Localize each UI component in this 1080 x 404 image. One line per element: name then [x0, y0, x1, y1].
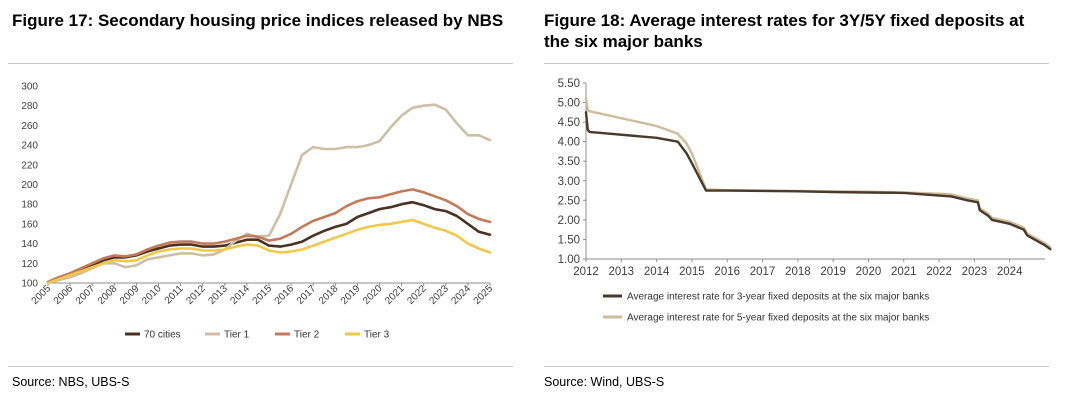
figure17-axes: 1001201401601802002202402602803002005200… [21, 82, 495, 307]
figure18-chart: 1.00 1.50 2.00 2.50 3.00 3.50 4.00 4.50 5.00 5.50… [558, 78, 1052, 324]
y-tick-label: 240 [21, 141, 38, 152]
x-tick-label: 2018 [317, 283, 341, 307]
figure17-title: Figure 17: Secondary housing price indic… [12, 11, 504, 30]
figure18-source: Source: Wind, UBS-S [544, 375, 665, 389]
x-tick-label: 2010 [140, 283, 164, 307]
series-line-5y-deposit-rate [584, 97, 1052, 249]
left-figure-panel: Figure 17: Secondary housing price indic… [0, 0, 520, 404]
x-tick-label: 2007 [74, 283, 98, 307]
series-line-70-cities [46, 200, 492, 284]
figure18-top-rule [544, 63, 1049, 64]
y-tick-label: 220 [21, 160, 38, 171]
y-tick-label: 260 [21, 121, 38, 132]
x-tick-label: 2024 [450, 283, 474, 307]
x-tick-label: 2014 [644, 266, 670, 278]
x-tick-label: 2018 [785, 266, 811, 278]
x-tick-label: 2021 [891, 266, 917, 278]
y-tick-label: 2.00 [558, 215, 580, 227]
y-tick-label: 5.00 [558, 98, 580, 110]
y-tick-label: 180 [21, 200, 38, 211]
y-tick-label: 200 [21, 180, 38, 191]
figure18-bottom-rule [544, 366, 1049, 367]
x-tick-label: 2022 [405, 283, 429, 307]
legend-label-5y-deposit-rate: Average interest rate for 5-year fixed d… [627, 313, 929, 324]
series-line-tier-3 [46, 218, 492, 285]
x-tick-label: 2009 [118, 283, 142, 307]
figure18-series [584, 97, 1052, 251]
y-tick-label: 3.00 [558, 176, 580, 188]
series-line-tier-2 [46, 188, 492, 284]
figure18-axes: 1.00 1.50 2.00 2.50 3.00 3.50 4.00 4.50 5.00 5.50… [558, 78, 1045, 278]
x-tick-label: 2020 [856, 266, 882, 278]
right-figure-panel: Figure 18: Average interest rates for 3Y… [540, 0, 1080, 404]
y-tick-label: 120 [21, 259, 38, 270]
x-tick-label: 2014 [229, 283, 253, 307]
figure18-legend: Average interest rate for 3-year fixed d… [603, 292, 929, 324]
x-tick-label: 2006 [52, 283, 76, 307]
y-tick-label: 160 [21, 219, 38, 230]
series-line-3y-deposit-rate [584, 111, 1052, 251]
x-tick-label: 2016 [714, 266, 740, 278]
y-tick-label: 2.50 [558, 195, 580, 207]
legend-label-tier-3: Tier 3 [364, 330, 390, 341]
x-tick-label: 2021 [383, 283, 407, 307]
y-tick-label: 100 [21, 279, 38, 290]
y-tick-label: 5.50 [558, 78, 580, 90]
x-tick-label: 2019 [820, 266, 846, 278]
figure17-series [46, 103, 492, 285]
figure17-chart: 1001201401601802002202402602803002005200… [21, 82, 495, 341]
x-tick-label: 2015 [251, 283, 275, 307]
y-tick-label: 4.50 [558, 117, 580, 129]
x-tick-label: 2023 [427, 283, 451, 307]
x-tick-label: 2013 [206, 283, 230, 307]
figure17-bottom-rule [8, 366, 513, 367]
figure17-source: Source: NBS, UBS-S [12, 375, 130, 389]
legend-label-tier-2: Tier 2 [294, 330, 320, 341]
x-tick-label: 2016 [273, 283, 297, 307]
x-tick-label: 2019 [339, 283, 363, 307]
x-tick-label: 2017 [295, 283, 319, 307]
figure17-legend: 70 cities Tier 1 Tier 2 Tier 3 [125, 330, 390, 341]
figure18-title: Figure 18: Average interest rates for 3Y… [544, 11, 1025, 51]
y-tick-label: 4.00 [558, 137, 580, 149]
x-tick-label: 2023 [962, 266, 988, 278]
y-tick-label: 1.50 [558, 234, 580, 246]
y-tick-label: 140 [21, 239, 38, 250]
legend-label-70-cities: 70 cities [144, 330, 181, 341]
x-tick-label: 2025 [472, 283, 496, 307]
x-tick-label: 2013 [609, 266, 635, 278]
x-tick-label: 2012 [573, 266, 599, 278]
y-tick-label: 280 [21, 101, 38, 112]
x-tick-label: 2022 [926, 266, 952, 278]
y-tick-label: 300 [21, 82, 38, 93]
x-tick-label: 2015 [679, 266, 705, 278]
figure17-top-rule [8, 63, 513, 64]
x-tick-label: 2017 [750, 266, 776, 278]
y-tick-label: 1.00 [558, 254, 580, 266]
legend-label-3y-deposit-rate: Average interest rate for 3-year fixed d… [627, 292, 929, 303]
legend-label-tier-1: Tier 1 [224, 330, 250, 341]
series-line-tier-1 [46, 103, 492, 285]
x-tick-label: 2024 [997, 266, 1023, 278]
y-tick-label: 3.50 [558, 156, 580, 168]
x-tick-label: 2008 [96, 283, 120, 307]
x-tick-label: 2012 [184, 283, 208, 307]
x-tick-label: 2020 [361, 283, 385, 307]
x-tick-label: 2011 [163, 283, 186, 306]
